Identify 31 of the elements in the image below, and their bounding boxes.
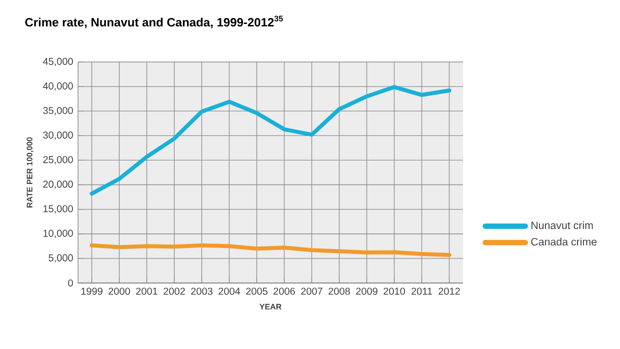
legend-label: Canada crime	[531, 238, 597, 246]
x-tick-label: 1999	[81, 288, 102, 295]
x-tick-label: 2006	[274, 288, 295, 295]
x-tick-label: 2008	[328, 288, 350, 295]
y-tick-label: 20,000	[43, 180, 73, 189]
y-tick-label: 10,000	[43, 230, 73, 238]
x-tick-label: 2007	[301, 288, 322, 295]
x-tick-label: 2012	[438, 288, 460, 295]
x-tick-label: 2000	[108, 288, 130, 295]
y-tick-label: 25,000	[43, 156, 73, 164]
y-tick-label: 0	[68, 279, 73, 287]
x-tick-label: 2009	[356, 288, 378, 295]
y-tick-label: 45,000	[42, 58, 73, 66]
y-tick-label: 15,000	[43, 205, 73, 214]
y-tick-label: 40,000	[42, 82, 73, 91]
line-series	[90, 243, 452, 257]
x-tick-label: 2004	[218, 288, 240, 295]
x-tick-label: 2002	[164, 288, 185, 295]
y-axis-title: RATE PER 100,000	[26, 137, 34, 208]
x-tick-label: 2005	[246, 288, 268, 295]
legend-label: Nunavut crim	[532, 221, 593, 230]
y-tick-label: 5,000	[48, 254, 73, 263]
x-tick-label: 2003	[191, 288, 212, 295]
x-axis-title: YEAR	[260, 304, 282, 310]
y-tick-label: 30,000	[43, 132, 73, 140]
x-tick-label: 2010	[384, 288, 405, 295]
x-tick-label: 2001	[136, 288, 158, 295]
chart-title: Crime rate, Nunavut and Canada, 1999-2012$^{35}$	[25, 16, 283, 28]
x-tick-label: 2011	[412, 288, 432, 295]
line-series	[90, 85, 452, 196]
y-tick-label: 35,000	[43, 106, 73, 116]
